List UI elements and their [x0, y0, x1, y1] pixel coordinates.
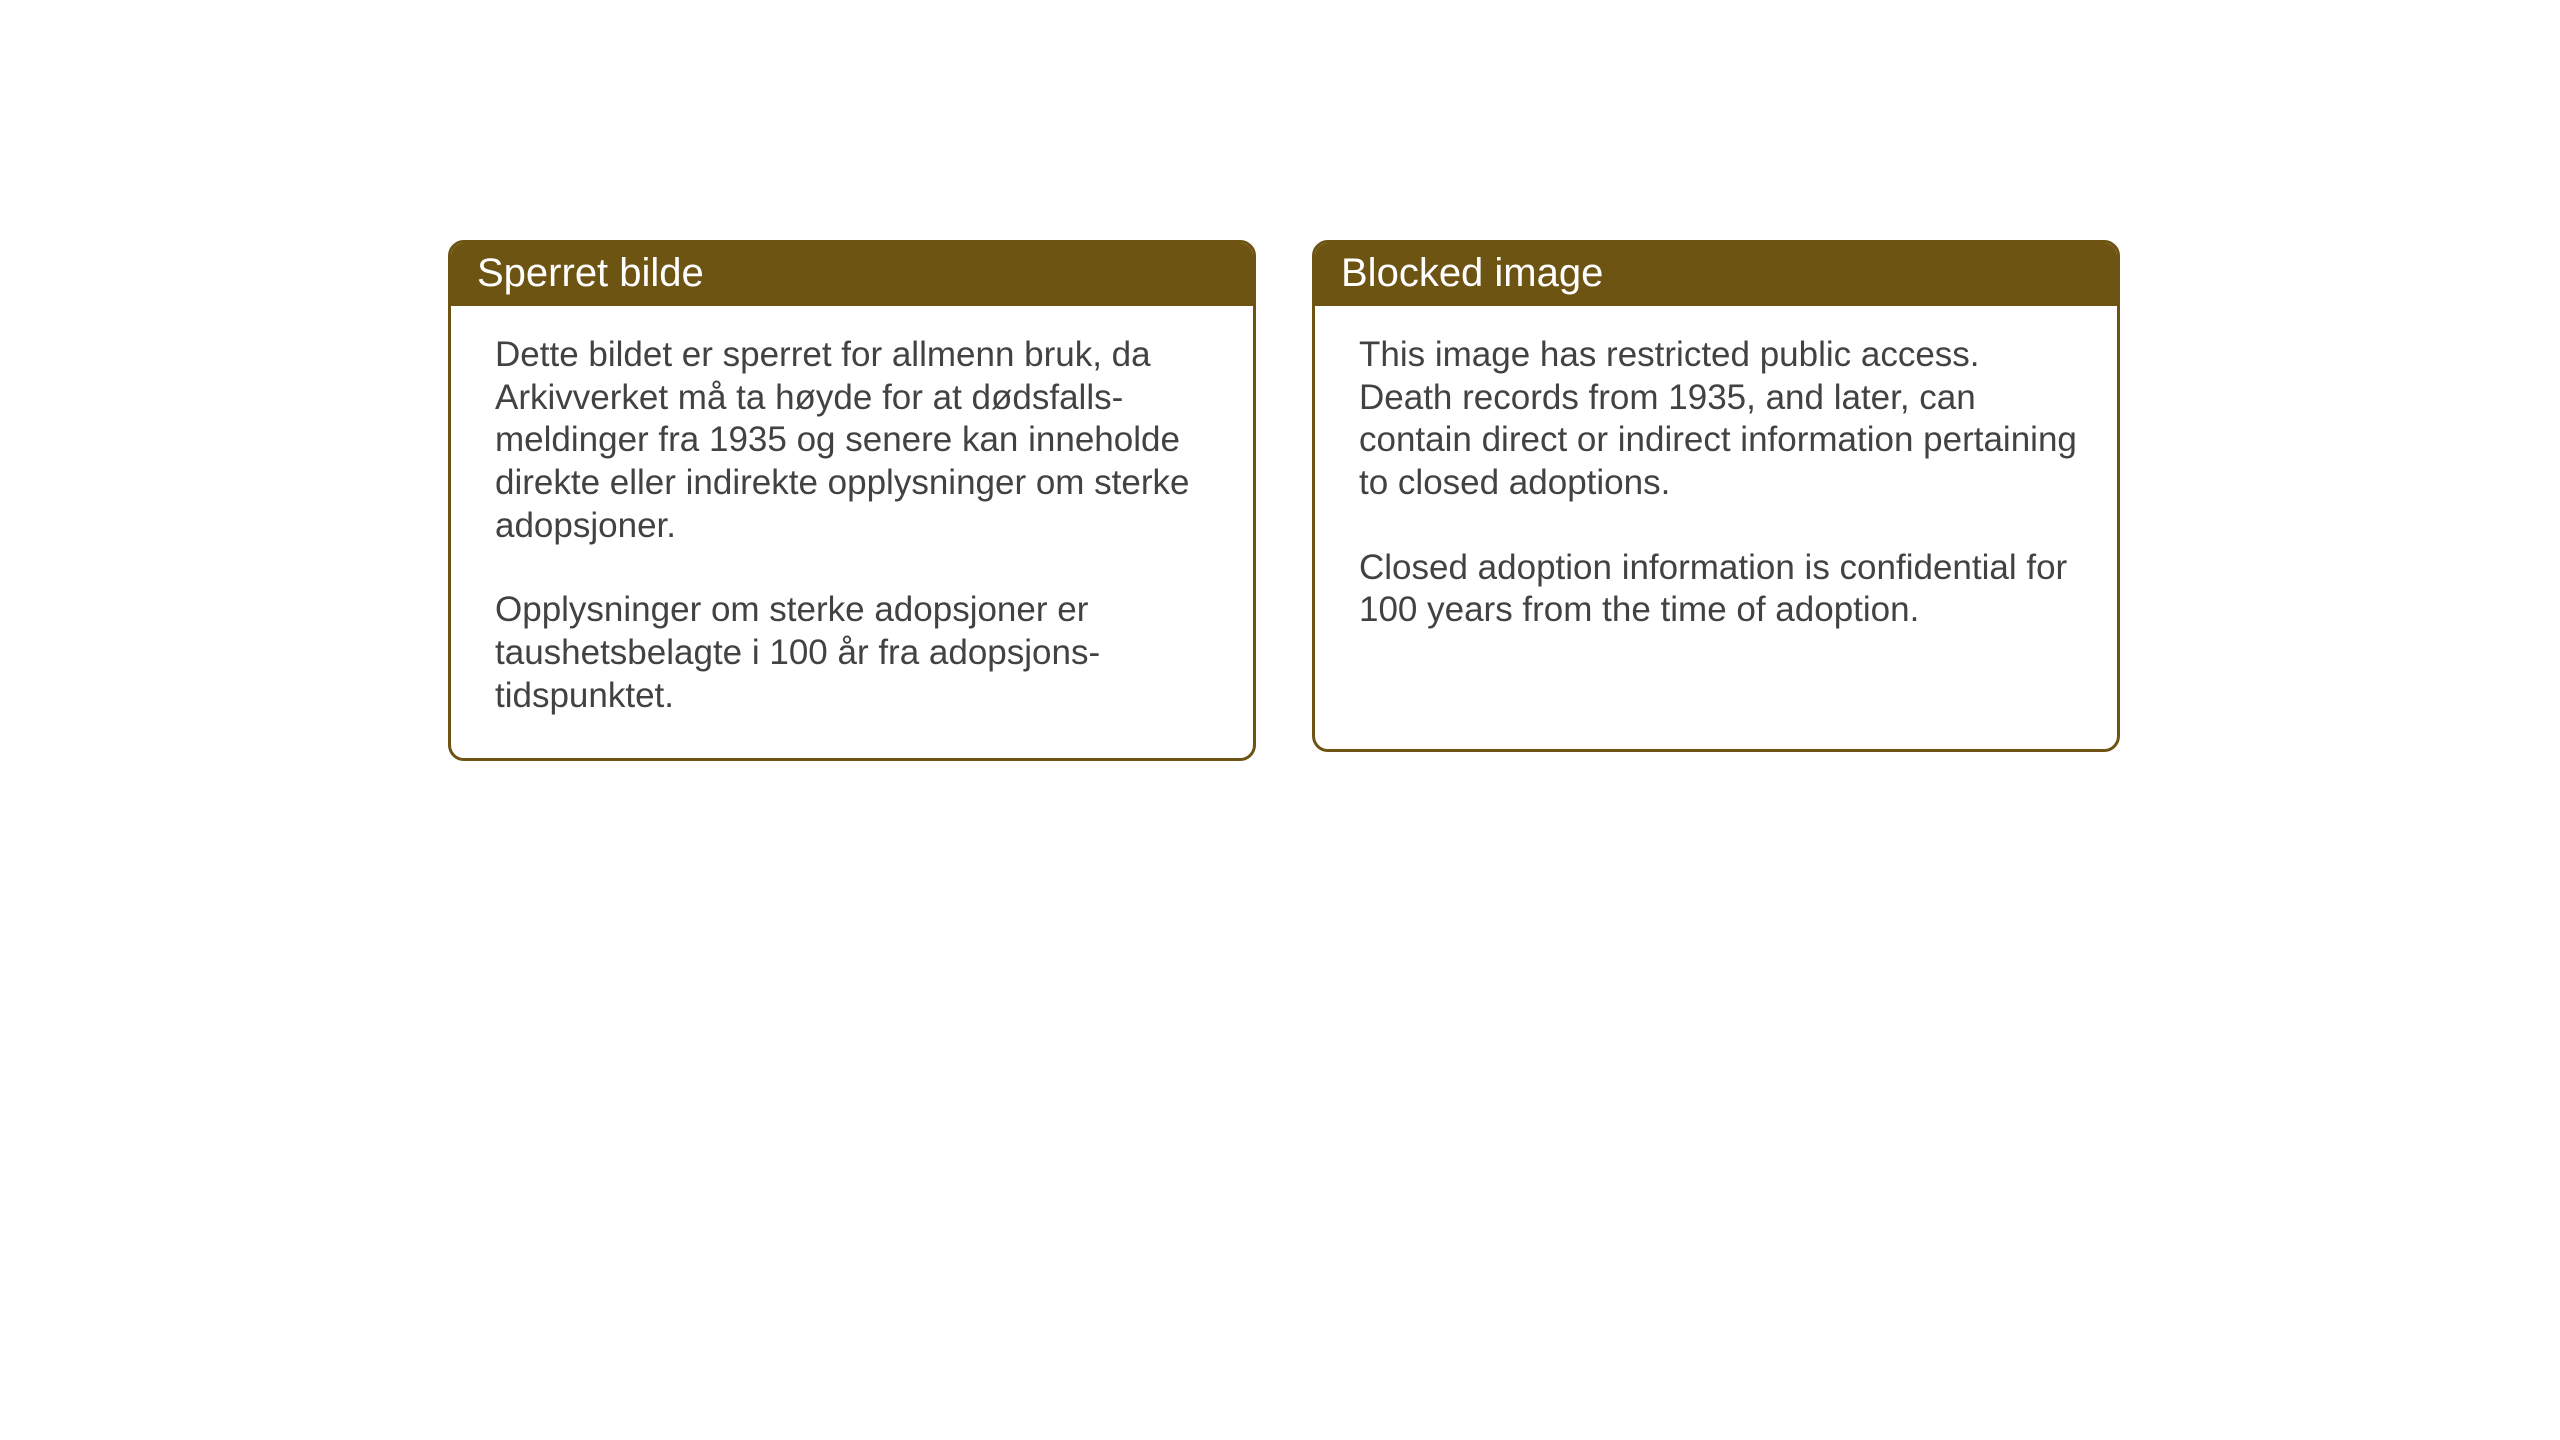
card-body: Dette bildet er sperret for allmenn bruk… [451, 306, 1253, 758]
card-paragraph: Opplysninger om sterke adopsjoner er tau… [495, 589, 1213, 717]
notice-container: Sperret bilde Dette bildet er sperret fo… [448, 240, 2120, 761]
card-paragraph: Closed adoption information is confident… [1359, 547, 2077, 632]
notice-card-english: Blocked image This image has restricted … [1312, 240, 2120, 752]
card-paragraph: Dette bildet er sperret for allmenn bruk… [495, 334, 1213, 547]
notice-card-norwegian: Sperret bilde Dette bildet er sperret fo… [448, 240, 1256, 761]
card-header: Blocked image [1315, 243, 2117, 306]
card-title: Blocked image [1341, 251, 1603, 295]
card-title: Sperret bilde [477, 251, 704, 295]
card-paragraph: This image has restricted public access.… [1359, 334, 2077, 505]
card-header: Sperret bilde [451, 243, 1253, 306]
card-body: This image has restricted public access.… [1315, 306, 2117, 672]
